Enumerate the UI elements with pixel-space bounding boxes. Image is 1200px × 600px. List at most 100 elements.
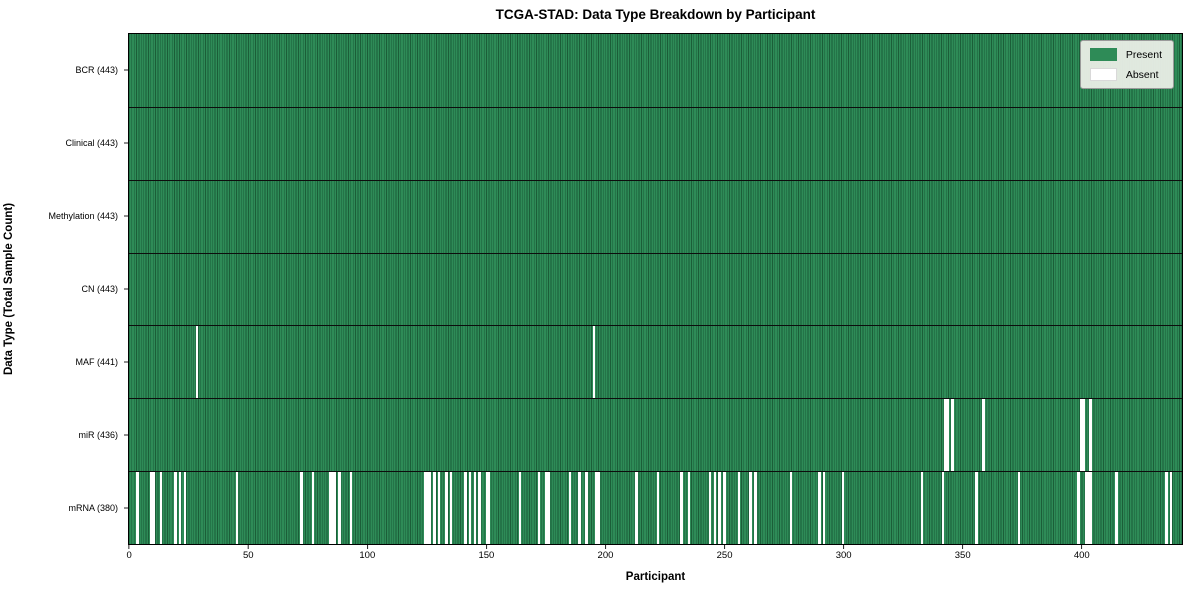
absent-stripe (635, 472, 638, 544)
y-axis-ticks: BCR (443) Clinical (443) Methylation (443)… (0, 33, 128, 545)
absent-stripe (152, 472, 156, 544)
y-tick-mark (124, 507, 128, 509)
y-tick-mark (124, 434, 128, 436)
x-tick-label: 300 (835, 550, 852, 561)
absent-stripe (1017, 472, 1021, 544)
absent-stripe (594, 472, 598, 544)
x-tick: 300 (836, 545, 852, 561)
absent-stripe (183, 472, 187, 544)
absent-stripe (159, 472, 163, 544)
absent-stripe (328, 472, 332, 544)
y-tick-mark (124, 361, 128, 363)
absent-stripe (487, 472, 491, 544)
absent-stripe (592, 326, 595, 399)
absent-stripe (944, 399, 947, 472)
y-tick-label: CN (443) (81, 284, 118, 294)
legend-swatch-present-icon (1089, 48, 1117, 61)
absent-stripe (174, 472, 177, 544)
row-band-BCR (129, 34, 1182, 107)
absent-stripe (818, 472, 821, 544)
legend: Present Absent (1079, 40, 1174, 89)
row-band-mRNA (129, 471, 1182, 544)
legend-item-absent: Absent (1089, 68, 1162, 81)
absent-stripe (975, 472, 978, 544)
absent-stripe (1079, 399, 1083, 472)
absent-stripe (1086, 472, 1090, 544)
absent-stripe (718, 472, 721, 544)
x-tick-label: 50 (242, 550, 254, 561)
absent-stripe (723, 472, 726, 544)
absent-stripe (468, 472, 472, 544)
row-band-miR (129, 398, 1182, 472)
row-band-CN (129, 252, 1182, 326)
row-band-Methylation (129, 179, 1182, 253)
x-tick: 0 (127, 545, 132, 561)
absent-stripe (445, 472, 448, 544)
absent-stripe (680, 472, 683, 544)
absent-stripe (485, 472, 488, 544)
absent-stripe (423, 472, 427, 544)
y-tick-label: miR (436) (78, 430, 118, 441)
x-tick-label: 350 (954, 550, 971, 561)
x-tick-mark (485, 545, 487, 549)
x-tick: 350 (955, 545, 971, 561)
absent-stripe (518, 472, 522, 544)
x-tick-mark (128, 545, 130, 549)
absent-stripe (597, 472, 600, 544)
x-tick-mark (1081, 545, 1083, 549)
x-axis-title: Participant (625, 571, 686, 583)
x-tick: 150 (478, 545, 494, 561)
absent-stripe (473, 472, 477, 544)
absent-stripe (951, 399, 954, 472)
x-tick: 400 (1074, 545, 1090, 561)
x-tick-label: 100 (359, 550, 376, 561)
legend-item-present: Present (1089, 48, 1162, 61)
y-tick-label: BCR (443) (75, 64, 118, 75)
x-tick: 250 (716, 545, 733, 561)
y-tick-mark (124, 69, 128, 71)
x-tick-label: 0 (126, 550, 132, 561)
y-tick-label: mRNA (380) (68, 503, 118, 514)
absent-stripe (547, 472, 550, 544)
x-tick-mark (962, 545, 964, 549)
absent-stripe (235, 472, 239, 544)
x-tick: 100 (359, 545, 375, 561)
absent-stripe (544, 472, 548, 544)
absent-stripe (426, 472, 429, 544)
absent-stripe (1084, 472, 1087, 544)
row-band-MAF (129, 325, 1182, 399)
heatmap-plot: Present Absent (128, 33, 1183, 545)
absent-stripe (331, 472, 334, 544)
absent-stripe (754, 472, 757, 544)
x-tick-label: 250 (716, 550, 733, 561)
absent-stripe (438, 472, 441, 544)
row-band-Clinical (129, 106, 1182, 180)
absent-stripe (737, 472, 740, 544)
absent-stripe (1077, 472, 1080, 544)
absent-stripe (713, 472, 717, 544)
absent-stripe (537, 472, 541, 544)
absent-stripe (568, 472, 572, 544)
absent-stripe (300, 472, 303, 544)
absent-stripe (350, 472, 353, 544)
absent-stripe (687, 472, 690, 544)
absent-stripe (708, 472, 712, 544)
absent-stripe (585, 472, 588, 544)
absent-stripe (338, 472, 341, 544)
absent-stripe (1089, 399, 1092, 472)
absent-stripe (136, 472, 139, 544)
absent-stripe (1082, 399, 1085, 472)
absent-stripe (1089, 472, 1092, 544)
absent-stripe (941, 472, 945, 544)
absent-stripe (749, 472, 752, 544)
absent-stripe (1165, 472, 1168, 544)
absent-stripe (982, 399, 985, 472)
legend-swatch-absent-icon (1089, 68, 1117, 81)
x-tick: 200 (597, 545, 614, 561)
absent-stripe (842, 472, 845, 544)
x-tick-mark (247, 545, 249, 549)
x-axis-ticks: 0 50 100 150 200 250 300 350 400 (127, 545, 1183, 569)
absent-stripe (464, 472, 467, 544)
x-tick-label: 200 (597, 550, 614, 561)
x-tick-mark (843, 545, 845, 549)
